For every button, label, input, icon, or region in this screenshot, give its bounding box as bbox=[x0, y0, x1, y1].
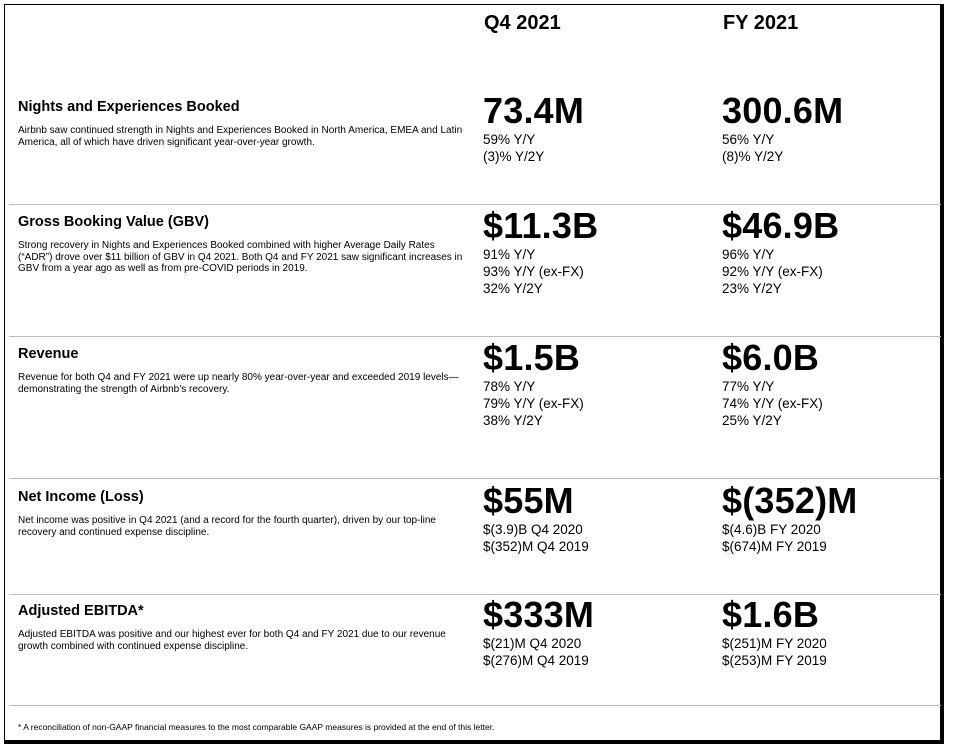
q4-value: 73.4M bbox=[483, 90, 585, 131]
column-header-q4: Q4 2021 bbox=[484, 12, 561, 34]
fy-detail: $(253)M FY 2019 bbox=[722, 653, 827, 668]
q4-value: $55M bbox=[483, 480, 574, 521]
q4-metric: $11.3B 91% Y/Y 93% Y/Y (ex-FX) 32% Y/2Y bbox=[483, 206, 713, 297]
q4-detail: 38% Y/2Y bbox=[483, 413, 543, 428]
row-title: Nights and Experiences Booked bbox=[18, 99, 240, 115]
fy-metric: $1.6B $(251)M FY 2020 $(253)M FY 2019 bbox=[722, 595, 952, 669]
fy-detail: (8)% Y/2Y bbox=[722, 149, 784, 164]
q4-detail: 32% Y/2Y bbox=[483, 281, 543, 296]
fy-detail: 25% Y/2Y bbox=[722, 413, 782, 428]
q4-metric: $1.5B 78% Y/Y 79% Y/Y (ex-FX) 38% Y/2Y bbox=[483, 338, 713, 429]
q4-detail: 91% Y/Y bbox=[483, 247, 536, 262]
fy-detail: $(4.6)B FY 2020 bbox=[722, 522, 821, 537]
row-description: Adjusted EBITDA was positive and our hig… bbox=[18, 629, 446, 652]
fy-detail: 23% Y/2Y bbox=[722, 281, 782, 296]
document-frame bbox=[4, 4, 944, 744]
metric-row-nights: Nights and Experiences Booked Airbnb saw… bbox=[9, 91, 941, 199]
row-title: Adjusted EBITDA* bbox=[18, 603, 144, 619]
q4-value: $1.5B bbox=[483, 337, 581, 378]
metric-row-net-income: Net Income (Loss) Net income was positiv… bbox=[9, 481, 941, 589]
fy-detail: 96% Y/Y bbox=[722, 247, 775, 262]
fy-value: $1.6B bbox=[722, 594, 820, 635]
row-title: Revenue bbox=[18, 346, 79, 362]
row-title: Gross Booking Value (GBV) bbox=[18, 214, 209, 230]
q4-detail: 59% Y/Y bbox=[483, 132, 536, 147]
row-divider bbox=[9, 705, 941, 706]
fy-value: $6.0B bbox=[722, 337, 820, 378]
row-divider bbox=[9, 336, 941, 337]
q4-metric: $55M $(3.9)B Q4 2020 $(352)M Q4 2019 bbox=[483, 481, 713, 555]
fy-value: $46.9B bbox=[722, 205, 840, 246]
q4-detail: $(3.9)B Q4 2020 bbox=[483, 522, 583, 537]
fy-metric: $6.0B 77% Y/Y 74% Y/Y (ex-FX) 25% Y/2Y bbox=[722, 338, 952, 429]
q4-detail: 79% Y/Y (ex-FX) bbox=[483, 396, 584, 411]
fy-detail: $(674)M FY 2019 bbox=[722, 539, 827, 554]
fy-metric: 300.6M 56% Y/Y (8)% Y/2Y bbox=[722, 91, 952, 165]
q4-detail: (3)% Y/2Y bbox=[483, 149, 545, 164]
q4-value: $11.3B bbox=[483, 205, 599, 246]
column-header-fy: FY 2021 bbox=[723, 12, 799, 34]
q4-value: $333M bbox=[483, 594, 595, 635]
fy-value: 300.6M bbox=[722, 90, 844, 131]
q4-detail: 93% Y/Y (ex-FX) bbox=[483, 264, 584, 279]
metric-row-adjusted-ebitda: Adjusted EBITDA* Adjusted EBITDA was pos… bbox=[9, 595, 941, 703]
fy-value: $(352)M bbox=[722, 480, 858, 521]
fy-detail: 56% Y/Y bbox=[722, 132, 775, 147]
fy-detail: 74% Y/Y (ex-FX) bbox=[722, 396, 823, 411]
row-description: Revenue for both Q4 and FY 2021 were up … bbox=[18, 372, 459, 395]
row-divider bbox=[9, 204, 941, 205]
q4-metric: $333M $(21)M Q4 2020 $(276)M Q4 2019 bbox=[483, 595, 713, 669]
fy-detail: 92% Y/Y (ex-FX) bbox=[722, 264, 823, 279]
q4-detail: 78% Y/Y bbox=[483, 379, 536, 394]
q4-metric: 73.4M 59% Y/Y (3)% Y/2Y bbox=[483, 91, 713, 165]
row-description: Net income was positive in Q4 2021 (and … bbox=[18, 515, 436, 538]
row-title: Net Income (Loss) bbox=[18, 489, 144, 505]
footnote: * A reconciliation of non-GAAP financial… bbox=[18, 722, 495, 732]
q4-detail: $(352)M Q4 2019 bbox=[483, 539, 589, 554]
row-divider bbox=[9, 478, 941, 479]
fy-detail: 77% Y/Y bbox=[722, 379, 775, 394]
fy-detail: $(251)M FY 2020 bbox=[722, 636, 827, 651]
q4-detail: $(276)M Q4 2019 bbox=[483, 653, 589, 668]
row-divider bbox=[9, 594, 941, 595]
q4-detail: $(21)M Q4 2020 bbox=[483, 636, 582, 651]
metric-row-gbv: Gross Booking Value (GBV) Strong recover… bbox=[9, 206, 941, 329]
fy-metric: $46.9B 96% Y/Y 92% Y/Y (ex-FX) 23% Y/2Y bbox=[722, 206, 952, 297]
metric-row-revenue: Revenue Revenue for both Q4 and FY 2021 … bbox=[9, 338, 941, 461]
row-description: Strong recovery in Nights and Experience… bbox=[18, 240, 463, 275]
fy-metric: $(352)M $(4.6)B FY 2020 $(674)M FY 2019 bbox=[722, 481, 952, 555]
row-description: Airbnb saw continued strength in Nights … bbox=[18, 125, 463, 148]
